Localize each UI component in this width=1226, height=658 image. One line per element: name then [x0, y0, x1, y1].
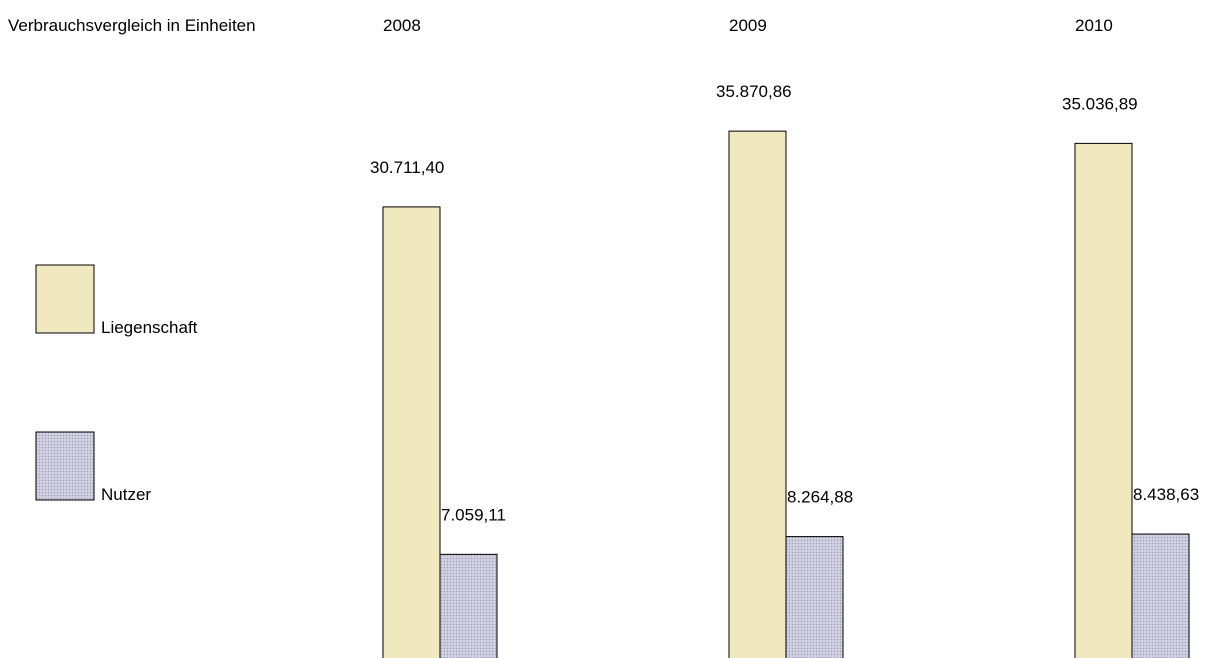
- legend-label-liegenschaft: Liegenschaft: [101, 318, 198, 337]
- legend-swatch-nutzer: [35, 431, 95, 501]
- data-label-liegenschaft-2008: 30.711,40: [370, 158, 444, 177]
- chart-title: Verbrauchsvergleich in Einheiten: [8, 16, 256, 35]
- category-label-2008: 2008: [383, 16, 421, 35]
- bar-liegenschaft-2009: [728, 130, 787, 658]
- legend: Liegenschaft Nutzer: [35, 264, 198, 504]
- data-label-nutzer-2010: 8.438,63: [1133, 485, 1199, 504]
- bar-liegenschaft-2010: [1074, 142, 1133, 658]
- legend-label-nutzer: Nutzer: [101, 485, 151, 504]
- data-label-liegenschaft-2009: 35.870,86: [716, 82, 792, 101]
- bar-nutzer-2009: [785, 536, 844, 658]
- bar-liegenschaft-2008: [382, 206, 441, 658]
- data-label-nutzer-2008: 7.059,11: [441, 505, 506, 524]
- legend-swatch-liegenschaft: [35, 264, 95, 334]
- bar-nutzer-2008: [439, 553, 498, 658]
- bar-nutzer-2010: [1131, 533, 1190, 658]
- data-label-nutzer-2009: 8.264,88: [787, 488, 853, 507]
- category-label-2009: 2009: [729, 16, 767, 35]
- category-label-2010: 2010: [1075, 16, 1113, 35]
- data-label-liegenschaft-2010: 35.036,89: [1062, 94, 1138, 113]
